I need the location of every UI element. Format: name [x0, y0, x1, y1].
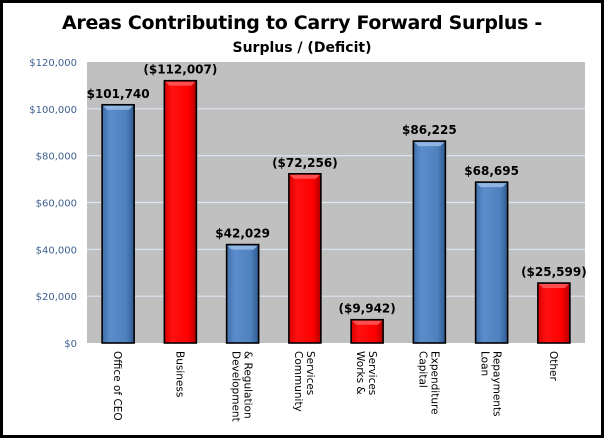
bar-surplus	[225, 243, 260, 344]
x-tick-label: Development & Regulation	[230, 351, 254, 422]
y-axis: $0 $20,000 $40,000 $60,000 $80,000 $100,000 $1…	[29, 58, 77, 350]
bar-bevel	[352, 320, 383, 325]
x-tick-label-line: & Regulation	[242, 351, 254, 419]
y-tick-label: $100,000	[29, 105, 77, 116]
y-tick-label: $40,000	[36, 245, 77, 256]
y-tick-label: $20,000	[36, 292, 77, 303]
chart-subtitle: Surplus / (Deficit)	[232, 40, 372, 56]
bar-bevel	[414, 142, 445, 147]
bar-deficit	[350, 318, 384, 344]
bar-bevel	[227, 245, 258, 250]
data-labels: $101,740 ($112,007) $42,029 ($72,256) ($9,94…	[87, 63, 587, 316]
bar-bevel	[476, 183, 507, 188]
x-tick-label-line: Services	[304, 351, 316, 395]
x-tick-label-line: Business	[173, 351, 185, 397]
data-label: $101,740	[87, 87, 150, 101]
y-tick-label: $120,000	[29, 58, 77, 69]
bar	[350, 318, 384, 344]
x-tick-label: Business	[173, 351, 185, 397]
data-label: ($112,007)	[143, 63, 217, 77]
data-label: $42,029	[215, 227, 270, 241]
x-tick-label: Capital Expenditure	[416, 351, 440, 415]
bar-bevel	[165, 81, 196, 86]
x-tick-label-line: Expenditure	[428, 351, 440, 415]
x-tick-label-line: Community	[292, 351, 304, 412]
bar-surplus	[412, 140, 447, 344]
bar-deficit	[537, 282, 571, 344]
bar-bevel	[538, 284, 569, 289]
x-tick-label-line: Works &	[354, 351, 366, 395]
bar-bevel	[103, 105, 134, 110]
x-tick-label-line: Loan	[479, 351, 491, 376]
y-tick-label: $80,000	[36, 152, 77, 163]
x-axis: Office of CEO Business Development & Regula…	[111, 351, 559, 422]
bar-surplus	[474, 181, 509, 344]
data-label: ($9,942)	[338, 302, 395, 316]
y-tick-label: $60,000	[36, 199, 77, 210]
chart-title: Areas Contributing to Carry Forward Surp…	[61, 12, 543, 34]
x-tick-label: Community Services	[292, 351, 316, 412]
x-tick-label: Office of CEO	[111, 351, 123, 421]
bar	[225, 243, 260, 344]
data-label: ($72,256)	[272, 156, 338, 170]
bar-surplus	[101, 103, 135, 344]
y-tick-label: $0	[64, 339, 77, 350]
x-tick-label: Works & Services	[354, 351, 378, 395]
bars	[101, 79, 571, 344]
bar	[101, 103, 135, 344]
x-tick-label-line: Other	[547, 351, 559, 381]
x-tick-label: Other	[547, 351, 559, 381]
x-tick-label-line: Repayments	[491, 351, 503, 417]
bar-deficit	[288, 173, 322, 344]
data-label: $86,225	[402, 123, 457, 137]
x-tick-label-line: Capital	[416, 351, 428, 388]
data-label: ($25,599)	[521, 265, 587, 279]
bar	[474, 181, 509, 344]
data-label: $68,695	[464, 164, 519, 178]
x-tick-label-line: Services	[366, 351, 378, 395]
bar	[163, 79, 198, 344]
bar	[288, 173, 322, 344]
bar-deficit	[163, 79, 198, 344]
x-tick-label: Loan Repayments	[479, 351, 503, 417]
bar	[412, 140, 447, 344]
bar-bevel	[289, 174, 320, 179]
bar	[537, 282, 571, 344]
x-tick-label-line: Office of CEO	[111, 351, 123, 421]
x-tick-label-line: Development	[230, 351, 242, 422]
